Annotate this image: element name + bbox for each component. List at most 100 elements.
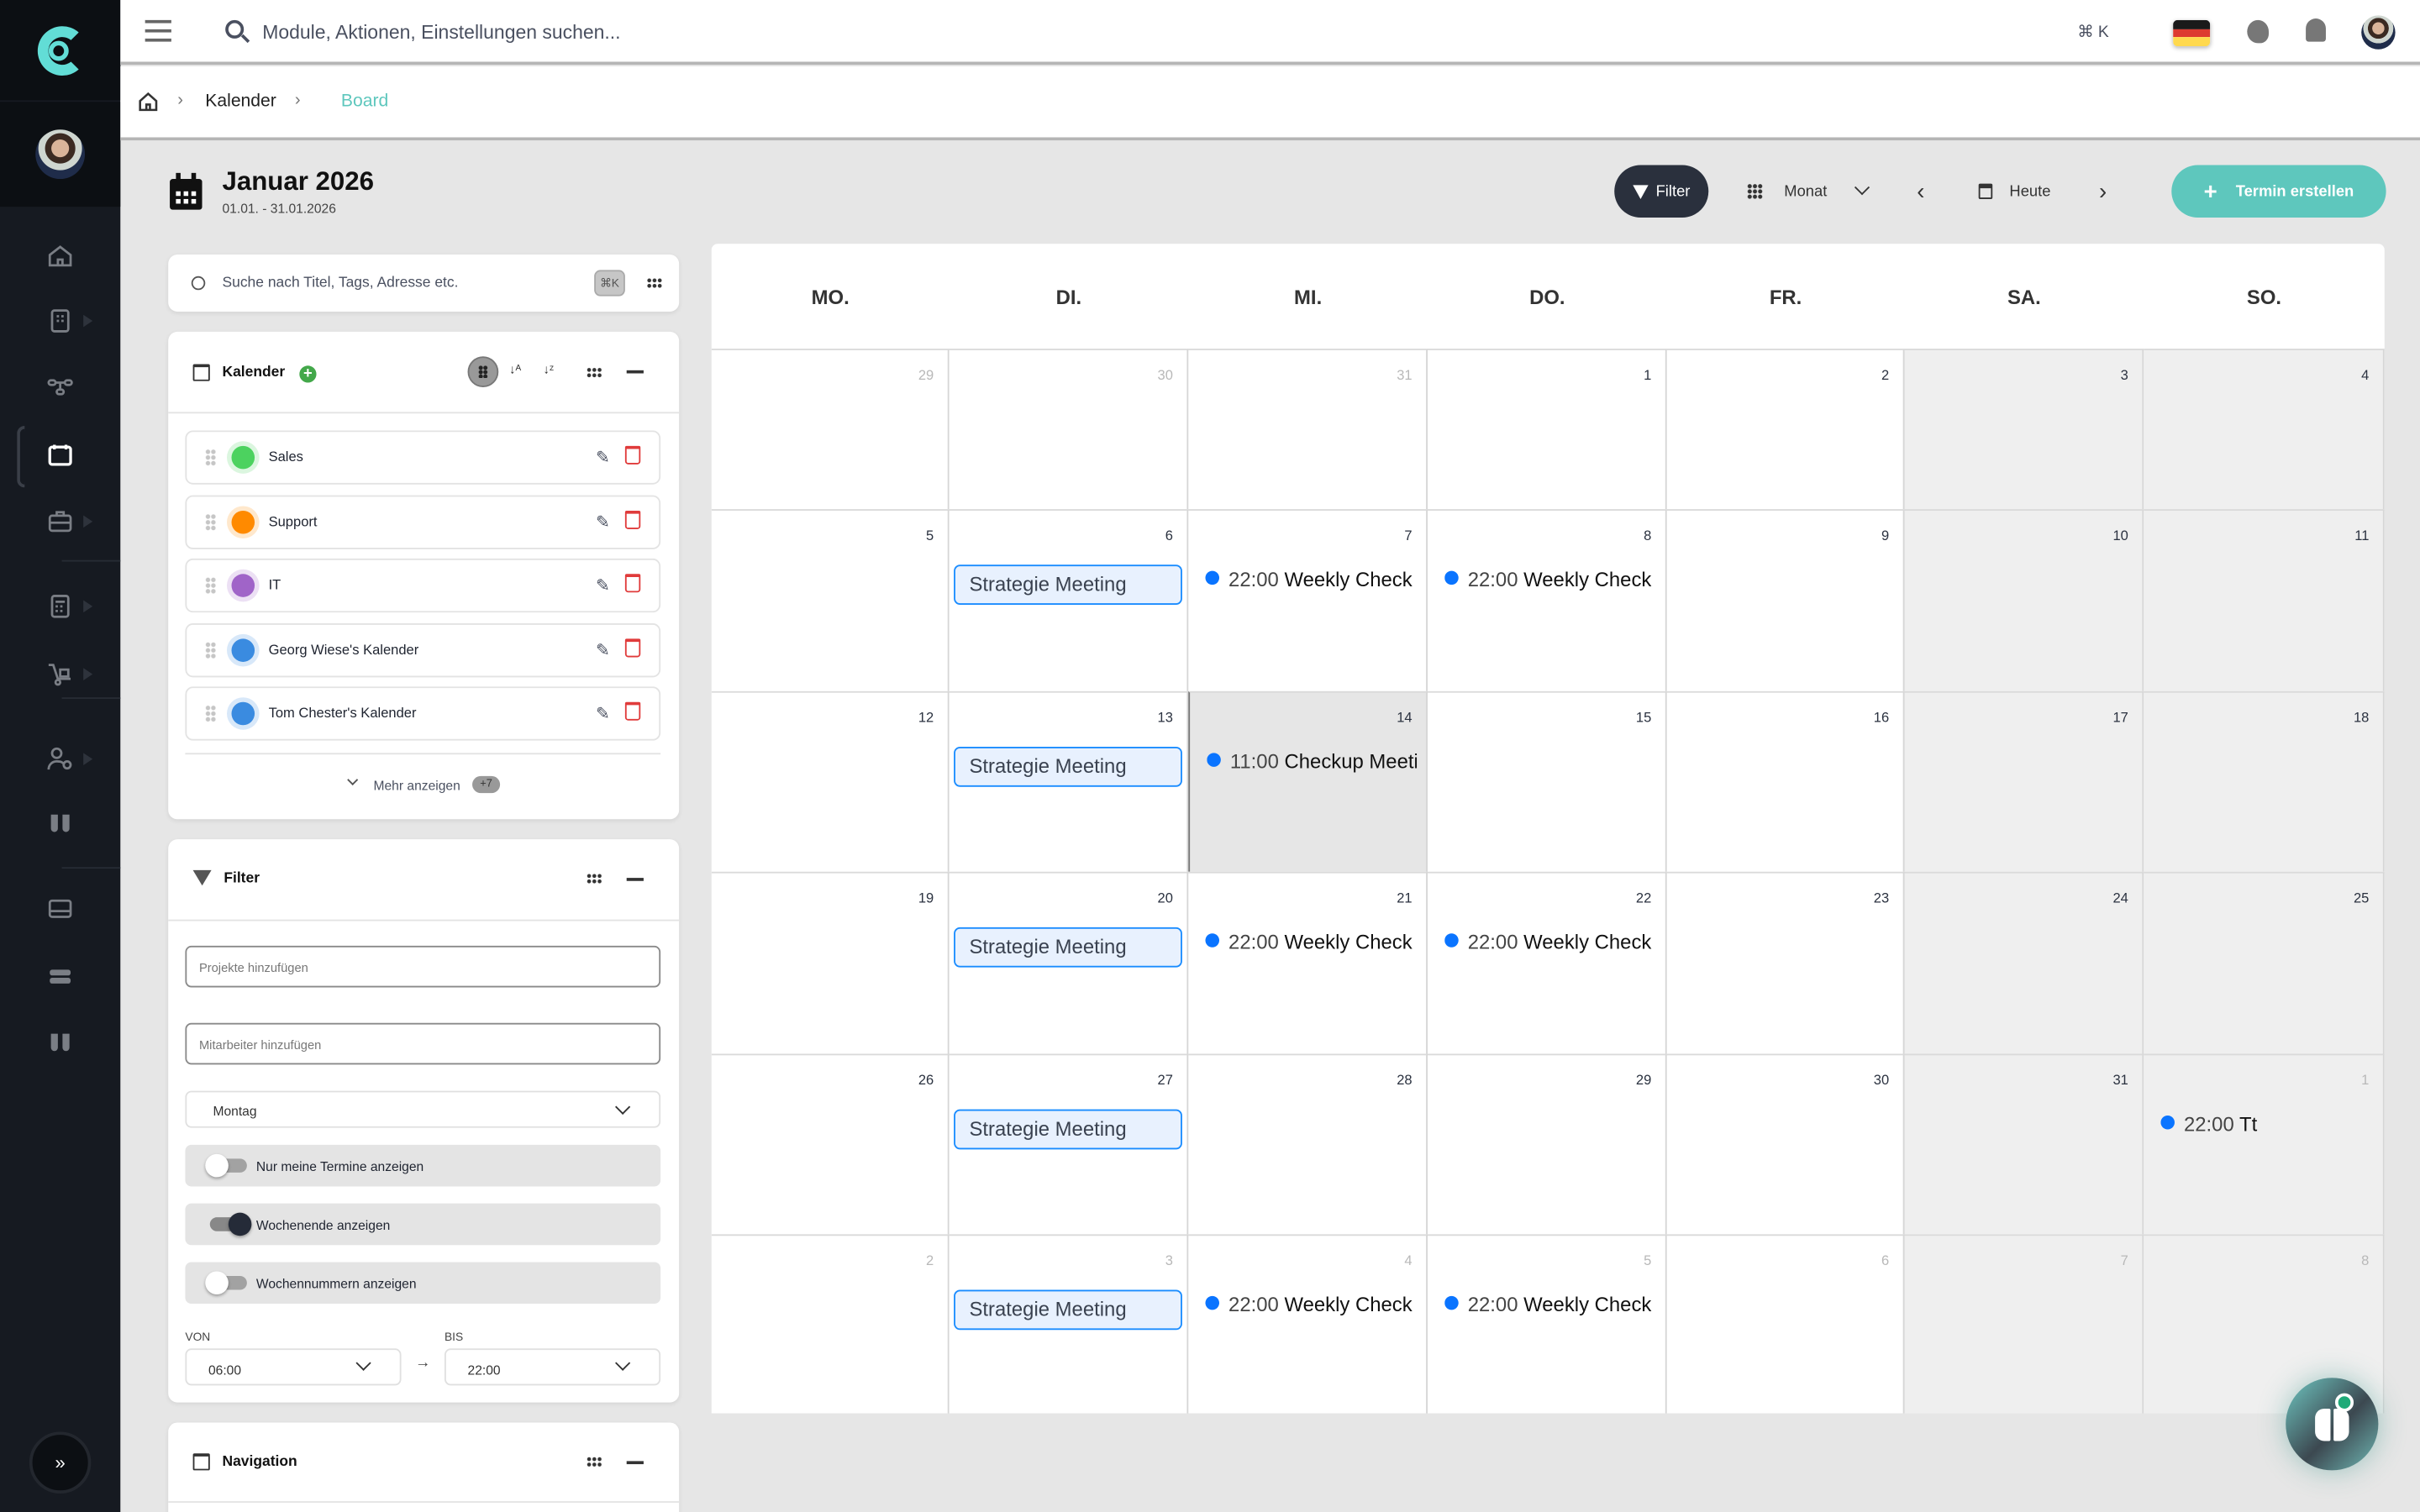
user-profile[interactable] xyxy=(0,102,121,207)
pencil-icon[interactable]: ✎ xyxy=(595,512,610,532)
day-cell[interactable]: 18 xyxy=(2144,690,2385,872)
sort-ascending-icon[interactable]: ↓ᴬ xyxy=(509,362,522,377)
more-options-icon[interactable] xyxy=(586,1456,602,1467)
user-settings-icon[interactable] xyxy=(42,741,79,778)
toggle-row[interactable]: Nur meine Termine anzeigen xyxy=(185,1144,661,1187)
day-cell[interactable]: 12 xyxy=(711,690,950,872)
day-cell[interactable]: 16 xyxy=(1666,690,1905,872)
day-cell[interactable]: 4 xyxy=(2144,349,2385,510)
event-item[interactable]: 22:00 Weekly Check xyxy=(1205,931,1417,953)
user-avatar[interactable] xyxy=(2361,15,2396,50)
today-button[interactable]: Heute xyxy=(2009,183,2051,201)
calendar-color-dot[interactable] xyxy=(231,445,255,470)
day-cell[interactable]: 7 22:00 Weekly Check xyxy=(1188,509,1428,691)
trash-icon[interactable] xyxy=(624,574,641,593)
week-start-select[interactable]: Montag xyxy=(185,1090,661,1128)
day-cell[interactable]: 7 xyxy=(1904,1234,2144,1414)
event-item[interactable]: 11:00 Checkup Meeting xyxy=(1207,750,1417,773)
day-cell[interactable]: 29 xyxy=(711,349,950,510)
day-cell[interactable]: 13 Strategie Meeting xyxy=(949,690,1189,872)
day-cell[interactable]: 11 xyxy=(2144,509,2385,691)
employees-input[interactable]: Mitarbeiter hinzufügen xyxy=(185,1022,661,1065)
building-icon[interactable] xyxy=(42,302,79,339)
event-item[interactable]: 22:00 Tt xyxy=(2160,1112,2373,1136)
chevron-down-icon[interactable] xyxy=(1854,180,1870,196)
event-item[interactable]: 22:00 Weekly Check xyxy=(1205,1293,1417,1316)
day-cell[interactable]: 30 xyxy=(1666,1053,1905,1235)
expand-arrow-icon[interactable] xyxy=(83,314,93,328)
more-options-icon[interactable] xyxy=(586,873,602,885)
day-cell[interactable]: 21 22:00 Weekly Check xyxy=(1188,871,1428,1054)
calendar-color-dot[interactable] xyxy=(231,510,255,533)
day-cell[interactable]: 9 xyxy=(1666,509,1905,691)
day-cell[interactable]: 17 xyxy=(1904,690,2144,872)
card-icon[interactable] xyxy=(42,890,79,927)
to-time-select[interactable]: 22:00 xyxy=(444,1348,661,1386)
expand-arrow-icon[interactable] xyxy=(83,668,93,681)
add-calendar-button[interactable]: + xyxy=(299,365,317,383)
event-strategie-meeting[interactable]: Strategie Meeting xyxy=(954,746,1182,787)
calendar-color-dot[interactable] xyxy=(231,638,255,662)
filter-button[interactable]: Filter xyxy=(1614,165,1709,218)
trash-icon[interactable] xyxy=(624,701,641,721)
day-cell[interactable]: 26 xyxy=(711,1053,950,1235)
from-time-select[interactable]: 06:00 xyxy=(185,1348,402,1386)
trash-icon[interactable] xyxy=(624,638,641,657)
hand-truck-icon[interactable] xyxy=(42,656,79,693)
calendar-item[interactable]: Support ✎ xyxy=(185,494,661,549)
day-cell[interactable]: 22 22:00 Weekly Check xyxy=(1427,871,1667,1054)
day-cell-today[interactable]: 14 11:00 Checkup Meeting xyxy=(1188,690,1428,872)
day-cell[interactable]: 5 22:00 Weekly Check xyxy=(1427,1234,1667,1414)
expand-arrow-icon[interactable] xyxy=(83,600,93,613)
expand-sidebar-button[interactable]: » xyxy=(29,1431,92,1494)
day-cell[interactable]: 4 22:00 Weekly Check xyxy=(1188,1234,1428,1414)
event-item[interactable]: 22:00 Weekly Check xyxy=(1444,568,1656,591)
event-strategie-meeting[interactable]: Strategie Meeting xyxy=(954,927,1182,968)
day-cell[interactable]: 29 xyxy=(1427,1053,1667,1235)
more-options-icon[interactable] xyxy=(586,367,602,379)
calendar-item[interactable]: Sales ✎ xyxy=(185,430,661,485)
collapse-icon[interactable] xyxy=(626,1461,644,1464)
drag-mode-button[interactable] xyxy=(467,356,499,388)
drag-handle-icon[interactable] xyxy=(205,705,217,722)
calendar-item[interactable]: Tom Chester's Kalender ✎ xyxy=(185,686,661,741)
toggle-switch[interactable] xyxy=(209,1212,252,1236)
home-icon[interactable] xyxy=(137,91,159,113)
server-icon[interactable] xyxy=(42,958,79,995)
calendar-color-dot[interactable] xyxy=(231,574,255,597)
day-cell[interactable]: 3 Strategie Meeting xyxy=(949,1234,1189,1414)
app-logo[interactable] xyxy=(0,0,121,101)
test-tubes-icon[interactable] xyxy=(42,1025,79,1062)
day-cell[interactable]: 2 xyxy=(1666,349,1905,510)
event-strategie-meeting[interactable]: Strategie Meeting xyxy=(954,1289,1182,1331)
toggle-switch[interactable] xyxy=(205,1153,247,1178)
drag-handle-icon[interactable] xyxy=(205,576,217,595)
bell-icon[interactable] xyxy=(2306,18,2326,42)
briefcase-icon[interactable] xyxy=(42,503,79,540)
day-cell[interactable]: 10 xyxy=(1904,509,2144,691)
day-cell[interactable]: 28 xyxy=(1188,1053,1428,1235)
trash-icon[interactable] xyxy=(624,510,641,529)
toggle-row[interactable]: Wochennummern anzeigen xyxy=(185,1262,661,1305)
day-cell[interactable]: 27 Strategie Meeting xyxy=(949,1053,1189,1235)
breadcrumb-kalender[interactable]: Kalender xyxy=(205,92,276,112)
day-cell[interactable]: 24 xyxy=(1904,871,2144,1054)
collapse-icon[interactable] xyxy=(626,878,644,880)
day-cell[interactable]: 6 Strategie Meeting xyxy=(949,509,1189,691)
drag-handle-icon[interactable] xyxy=(205,449,217,466)
calendar-icon[interactable] xyxy=(42,437,79,474)
menu-icon[interactable] xyxy=(145,19,171,42)
calendar-search-input[interactable]: Suche nach Titel, Tags, Adresse etc. xyxy=(222,274,459,292)
event-strategie-meeting[interactable]: Strategie Meeting xyxy=(954,564,1182,606)
calendar-item[interactable]: Georg Wiese's Kalender ✎ xyxy=(185,622,661,677)
event-strategie-meeting[interactable]: Strategie Meeting xyxy=(954,1109,1182,1150)
day-cell[interactable]: 1 xyxy=(1427,349,1667,510)
toggle-switch[interactable] xyxy=(205,1271,247,1295)
view-select[interactable]: Monat xyxy=(1784,183,1828,201)
day-cell[interactable]: 31 xyxy=(1904,1053,2144,1235)
projects-input[interactable]: Projekte hinzufügen xyxy=(185,945,661,988)
day-cell[interactable]: 25 xyxy=(2144,871,2385,1054)
day-cell[interactable]: 6 xyxy=(1666,1234,1905,1414)
workflow-icon[interactable] xyxy=(42,369,79,406)
calculator-icon[interactable] xyxy=(42,588,79,625)
